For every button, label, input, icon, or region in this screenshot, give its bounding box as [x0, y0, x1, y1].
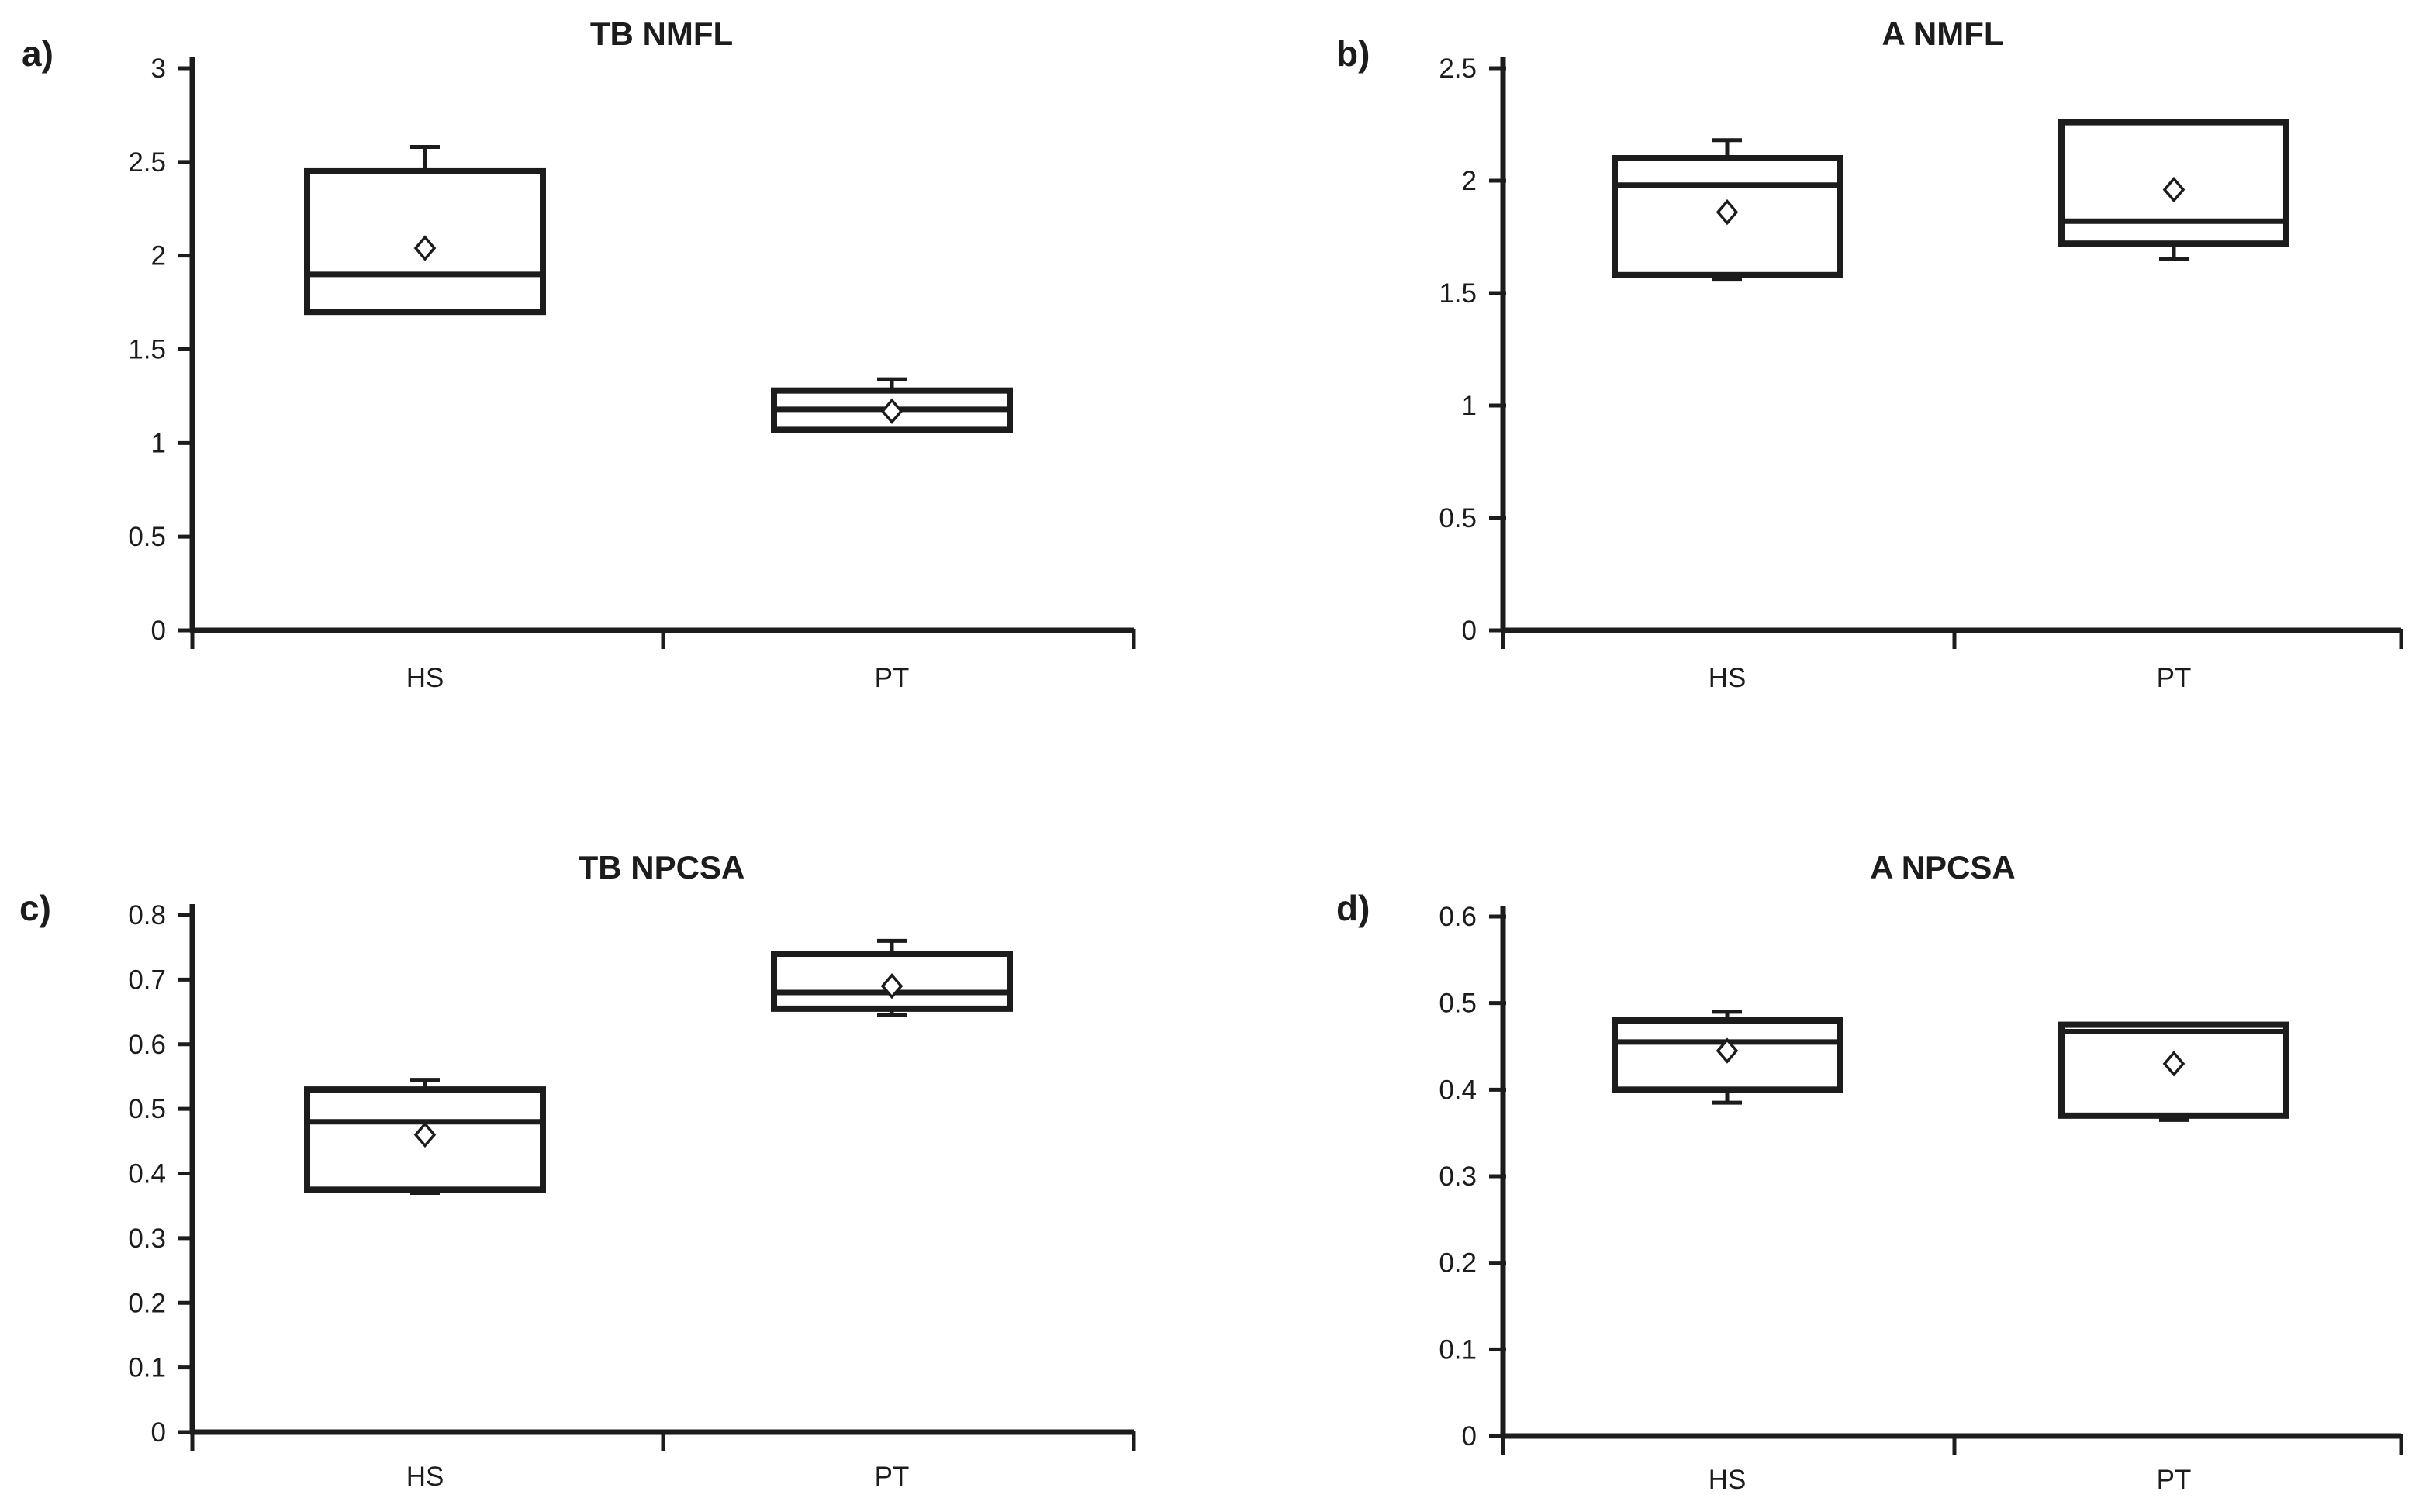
mean-marker	[413, 1121, 437, 1148]
y-tick-label: 2	[1462, 166, 1477, 196]
y-tick-label: 0.8	[128, 900, 166, 930]
category-label-hs: HS	[406, 1462, 444, 1492]
y-tick-label: 0.5	[128, 1094, 166, 1124]
y-tick-label: 2	[151, 241, 166, 271]
panel-letter: b)	[1336, 33, 1370, 74]
box-pt	[771, 938, 1013, 1017]
y-tick-label: 0.6	[1439, 902, 1477, 932]
mean-marker	[1716, 198, 1739, 226]
y-tick-label: 0.3	[1439, 1162, 1477, 1192]
iqr-box	[1612, 1017, 1843, 1093]
y-tick-label: 0.1	[1439, 1334, 1477, 1365]
panel-letter: a)	[22, 33, 54, 74]
panel-svg-d: d) A NPCSA 0.6 0.5 0.4 0.3 0.2 0.1 0 HS PT	[1336, 849, 2403, 1495]
panel-title: A NPCSA	[1870, 849, 2015, 885]
panel-svg-c: c) TB NPCSA 0.8 0.7 0.6 0.5 0.4 0.3 0.2 0.1 0 HS PT	[19, 849, 1136, 1492]
y-tick-label: 0.2	[128, 1288, 166, 1318]
y-tick-label: 0	[1462, 616, 1477, 646]
panel-title: TB NPCSA	[579, 849, 745, 885]
y-tick-label: 2.5	[1439, 54, 1477, 84]
panel-title: TB NMFL	[590, 16, 733, 52]
mean-marker	[413, 235, 437, 261]
box-hs	[304, 1078, 546, 1196]
mean-marker	[880, 398, 904, 424]
box-hs	[1612, 138, 1843, 282]
panel-letter: d)	[1336, 888, 1370, 928]
category-label-hs: HS	[1709, 663, 1747, 693]
y-tick-label: 0	[1462, 1421, 1477, 1452]
y-tick-label: 0	[151, 1417, 166, 1448]
y-tick-label: 0.4	[1439, 1075, 1477, 1105]
mean-marker	[880, 973, 904, 999]
box-pt	[2058, 119, 2289, 261]
category-label-pt: PT	[2157, 1465, 2192, 1495]
y-tick-label: 0.2	[1439, 1248, 1477, 1279]
box-hs	[1612, 1010, 1843, 1105]
panel-d: d) A NPCSA 0.6 0.5 0.4 0.3 0.2 0.1 0 HS PT	[1206, 756, 2412, 1512]
panel-b: b) A NMFL 2.5 2 1.5 1 0.5 0 HS PT	[1206, 0, 2412, 756]
category-label-pt: PT	[2157, 663, 2192, 693]
panel-c: c) TB NPCSA 0.8 0.7 0.6 0.5 0.4 0.3 0.2 0.1 0 HS PT	[0, 756, 1206, 1512]
box-pt	[2058, 1021, 2289, 1122]
y-tick-label: 1.5	[128, 335, 166, 365]
y-tick-label: 0.1	[128, 1353, 166, 1383]
mean-marker	[2162, 176, 2186, 203]
y-tick-label: 0.5	[1439, 989, 1477, 1019]
panel-svg-a: a) TB NMFL 3 2.5 2 1.5 1 0.5 0 HS PT	[22, 16, 1136, 693]
y-tick-label: 0.5	[128, 522, 166, 552]
y-tick-label: 0.3	[128, 1224, 166, 1254]
mean-marker	[1716, 1037, 1739, 1064]
y-tick-label: 0.6	[128, 1030, 166, 1060]
panel-letter: c)	[19, 888, 51, 928]
y-tick-label: 1	[1462, 391, 1477, 421]
category-label-hs: HS	[406, 663, 444, 693]
category-label-pt: PT	[875, 663, 910, 693]
panel-a: a) TB NMFL 3 2.5 2 1.5 1 0.5 0 HS PT	[0, 0, 1206, 756]
y-tick-label: 0.7	[128, 965, 166, 995]
box-hs	[304, 145, 546, 316]
y-tick-label: 0	[151, 616, 166, 646]
y-tick-label: 1	[151, 428, 166, 458]
box-pt	[771, 377, 1013, 433]
category-label-pt: PT	[875, 1462, 910, 1492]
category-label-hs: HS	[1709, 1465, 1747, 1495]
panel-svg-b: b) A NMFL 2.5 2 1.5 1 0.5 0 HS PT	[1336, 16, 2403, 693]
y-tick-label: 3	[151, 54, 166, 84]
y-tick-label: 2.5	[128, 147, 166, 178]
y-tick-label: 0.4	[128, 1159, 166, 1189]
y-tick-label: 1.5	[1439, 278, 1477, 309]
mean-marker	[2162, 1051, 2186, 1077]
y-tick-label: 0.5	[1439, 503, 1477, 533]
panel-title: A NMFL	[1882, 16, 2003, 52]
